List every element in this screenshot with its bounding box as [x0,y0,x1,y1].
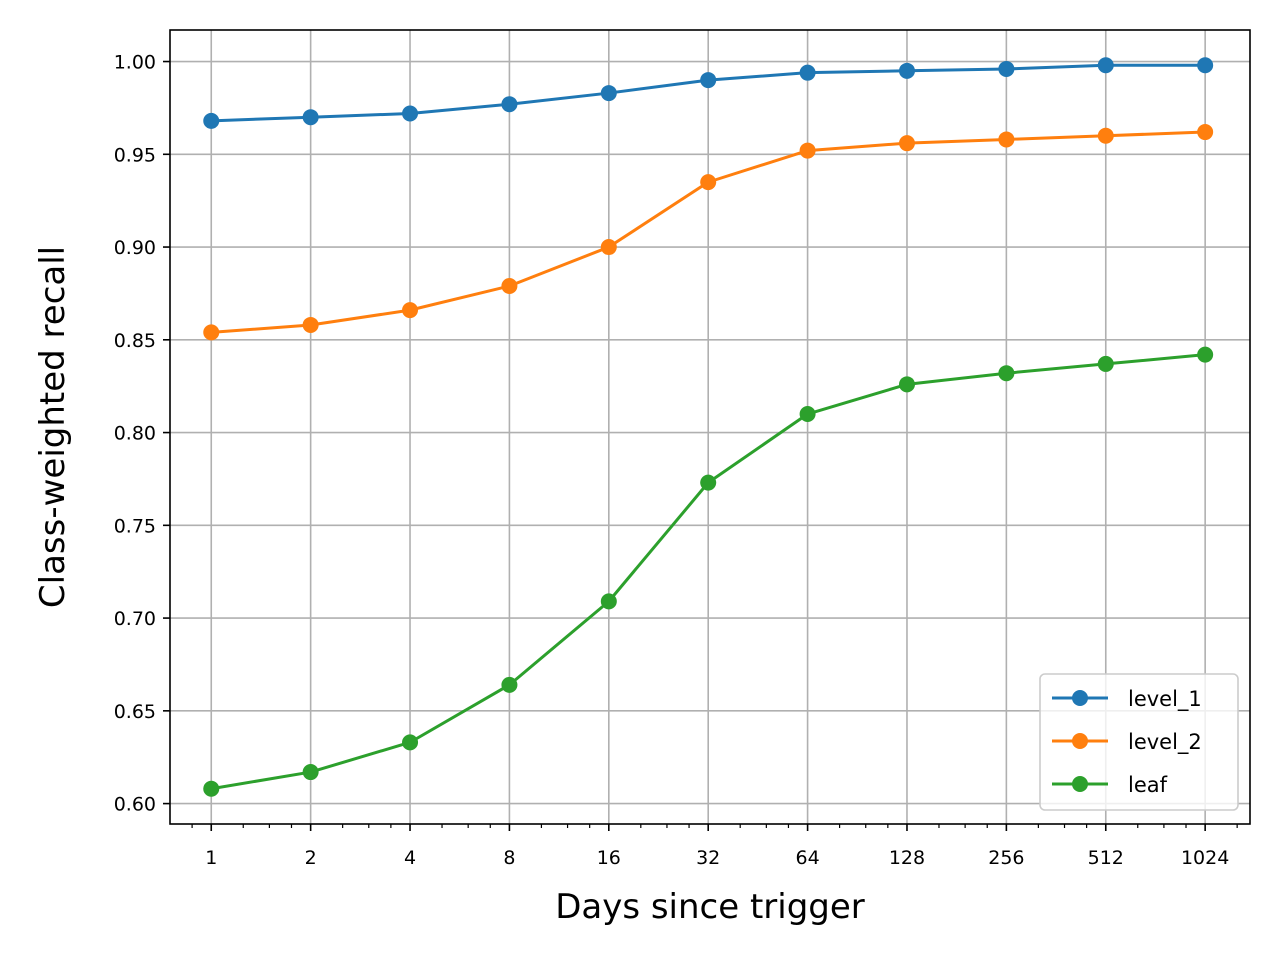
x-tick-label: 16 [597,847,621,869]
y-tick-label: 0.70 [114,608,156,630]
data-point-level_2 [402,302,419,319]
data-point-level_1 [501,96,518,113]
data-point-leaf [600,593,617,610]
x-tick-label: 1024 [1181,847,1229,869]
data-point-level_1 [302,109,319,126]
data-point-leaf [700,474,717,491]
data-point-level_1 [600,85,617,102]
data-point-level_2 [799,142,816,159]
y-tick-label: 0.60 [114,794,156,816]
data-point-level_2 [1097,127,1114,144]
data-point-leaf [402,734,419,751]
legend-frame [1039,673,1239,811]
y-tick-label: 1.00 [114,52,156,74]
legend-label-leaf: leaf [1128,773,1168,797]
data-point-leaf [501,676,518,693]
data-point-leaf [799,406,816,423]
legend-marker-level_1 [1072,690,1088,706]
x-tick-label: 64 [795,847,819,869]
data-point-level_2 [600,239,617,256]
x-tick-label: 256 [988,847,1024,869]
x-tick-label: 32 [696,847,720,869]
tick-layer: 1 2 4 8 16 32 64 128 256 512 1024 0.60 0.65 0.70 0.75 0… [114,52,1238,869]
data-point-leaf [998,365,1015,382]
legend-marker-level_2 [1072,733,1088,749]
data-point-level_1 [898,62,915,79]
y-tick-label: 0.80 [114,423,156,445]
data-point-leaf [1097,355,1114,372]
y-axis-title: Class-weighted recall [33,246,73,608]
data-point-leaf [1197,346,1214,363]
data-point-level_2 [700,174,717,191]
x-tick-label: 512 [1088,847,1124,869]
y-tick-label: 0.95 [114,144,156,166]
data-point-leaf [203,780,220,797]
y-tick-label: 0.85 [114,330,156,352]
data-point-level_1 [700,72,717,89]
y-tick-label: 0.65 [114,701,156,723]
data-point-level_2 [302,316,319,333]
axes-frame [169,29,1251,825]
x-tick-label: 2 [305,847,317,869]
data-point-level_1 [203,112,220,129]
data-point-level_2 [501,278,518,295]
data-point-level_1 [998,60,1015,77]
x-axis-title: Days since trigger [555,887,865,927]
data-point-level_2 [1197,124,1214,141]
data-point-level_2 [203,324,220,341]
data-point-leaf [302,764,319,781]
y-tick-label: 0.90 [114,237,156,259]
data-point-level_1 [799,64,816,81]
series-layer [203,57,1214,797]
legend-marker-leaf [1072,776,1088,792]
data-point-level_2 [898,135,915,152]
legend-label-level_2: level_2 [1128,730,1202,755]
data-point-leaf [898,376,915,393]
x-tick-label: 1 [205,847,217,869]
x-tick-label: 8 [503,847,515,869]
y-tick-label: 0.75 [114,515,156,537]
data-point-level_1 [1097,57,1114,74]
data-point-level_1 [1197,57,1214,74]
legend-label-level_1: level_1 [1128,687,1202,712]
data-point-level_2 [998,131,1015,148]
x-tick-label: 4 [404,847,416,869]
x-tick-label: 128 [889,847,925,869]
data-point-level_1 [402,105,419,122]
